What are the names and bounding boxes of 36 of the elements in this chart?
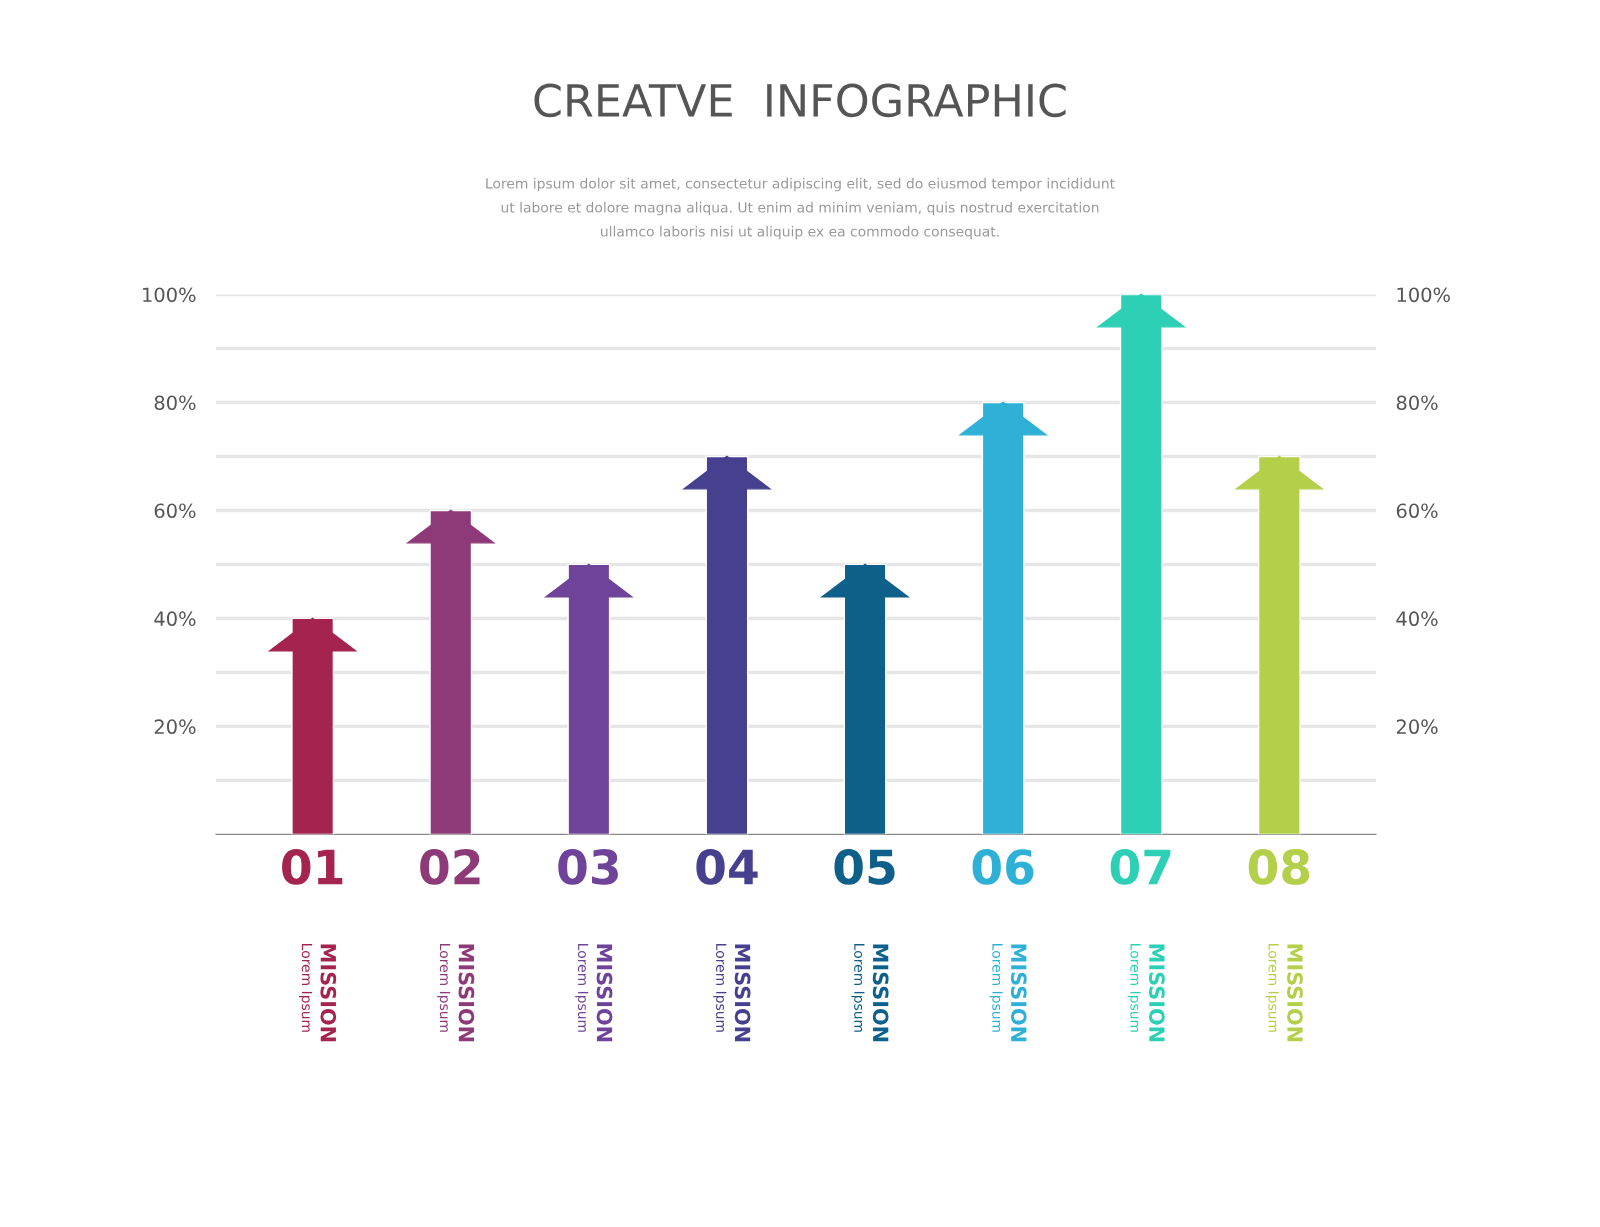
text: MISSION (596, 944, 613, 1042)
x-tick-label: 02 (420, 849, 480, 885)
text: MISSION (1149, 944, 1165, 1042)
text: Lorem Ipsum (1127, 944, 1141, 1032)
x-tick-label: 04 (696, 849, 758, 885)
text: MISSION (734, 944, 751, 1042)
y2-tick-label: 80% (1396, 395, 1438, 411)
text: MISSION (1287, 944, 1303, 1042)
text: Lorem Ipsum (989, 944, 1003, 1032)
text: MISSION (320, 944, 337, 1042)
y-tick-label: 80% (154, 395, 196, 411)
text: Lorem Ipsum (851, 944, 865, 1032)
x-tick-label: 07 (1110, 849, 1171, 885)
y-tick-label: 100% (143, 287, 196, 303)
chart-title: CREATVE INFOGRAPHIC (534, 83, 1066, 118)
text: Lorem Ipsum (713, 944, 727, 1032)
x-tick-label: 06 (972, 849, 1034, 885)
text: Lorem Ipsum (1265, 944, 1279, 1032)
text: Lorem Ipsum (575, 944, 589, 1032)
x-tick-label: 08 (1248, 849, 1310, 885)
y2-tick-label: 40% (1396, 611, 1438, 627)
y2-tick-label: 20% (1396, 719, 1438, 735)
y-tick-label: 60% (154, 503, 196, 519)
text: MISSION (458, 944, 475, 1042)
x-tick-label: 03 (558, 849, 618, 885)
y-tick-label: 40% (154, 611, 196, 627)
x-tick-label: 01 (282, 849, 343, 885)
chart-subtitle: Lorem ipsum dolor sit amet, consectetur adipiscing elit, sed do eiusmod tempor incididunt ut labore et dolore magna aliqua. Ut enim ad minim veniam, quis nostrud exercitation ullamco laboris nisi ut aliquip ex ea commodo consequat. (486, 177, 1115, 240)
text: Lorem Ipsum (437, 944, 451, 1032)
text: Lorem Ipsum (299, 944, 313, 1032)
text: MISSION (872, 944, 889, 1042)
x-tick-label: 05 (834, 849, 895, 885)
text: MISSION (1010, 944, 1027, 1042)
y2-tick-label: 60% (1396, 503, 1438, 519)
y-tick-label: 20% (154, 719, 196, 735)
y2-tick-label: 100% (1397, 287, 1450, 303)
